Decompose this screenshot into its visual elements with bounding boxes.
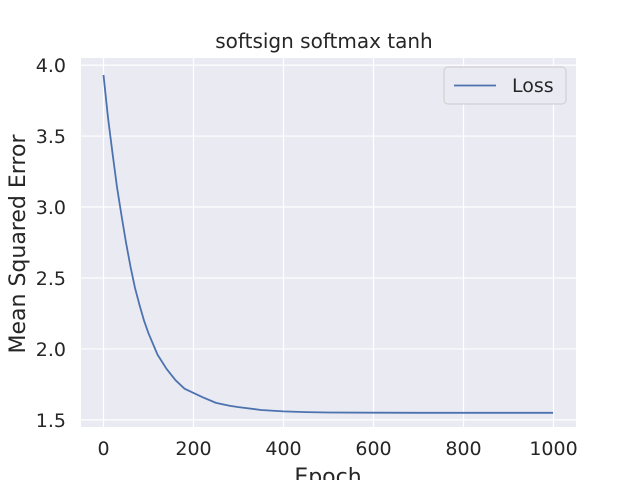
y-tick-label: 4.0 bbox=[36, 55, 66, 77]
y-tick-labels: 1.5 2.0 2.5 3.0 3.5 4.0 bbox=[36, 55, 66, 432]
y-tick-label: 1.5 bbox=[36, 410, 66, 432]
legend: Loss bbox=[443, 66, 567, 105]
x-tick-label: 1000 bbox=[529, 438, 577, 460]
x-tick-labels: 0 200 400 600 800 1000 bbox=[97, 438, 577, 460]
y-tick-label: 3.5 bbox=[36, 126, 66, 148]
series-line-loss bbox=[102, 74, 554, 414]
plot-area bbox=[81, 58, 576, 427]
grid-lines bbox=[81, 58, 576, 427]
y-axis-label: Mean Squared Error bbox=[6, 134, 31, 354]
x-tick-label: 600 bbox=[355, 438, 391, 460]
series-layer bbox=[102, 74, 554, 414]
x-tick-label: 0 bbox=[97, 438, 109, 460]
x-tick-label: 200 bbox=[175, 438, 211, 460]
y-tick-label: 2.5 bbox=[36, 268, 66, 290]
x-axis-label: Epoch bbox=[294, 465, 361, 480]
legend-entry-label: Loss bbox=[512, 75, 554, 97]
x-tick-label: 400 bbox=[265, 438, 301, 460]
y-tick-label: 2.0 bbox=[36, 339, 66, 361]
x-tick-label: 800 bbox=[445, 438, 481, 460]
legend-box bbox=[443, 66, 567, 105]
y-tick-label: 3.0 bbox=[36, 197, 66, 219]
chart-title: softsign softmax tanh bbox=[215, 29, 432, 53]
